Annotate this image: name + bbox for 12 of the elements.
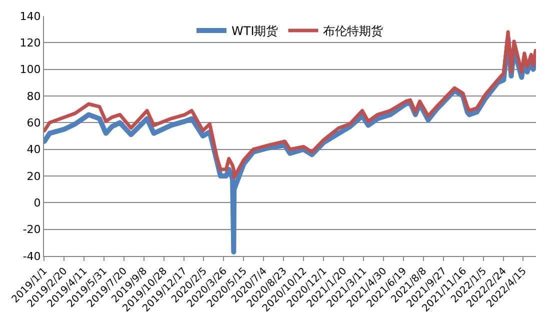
y-tick-label: 140 [20, 10, 41, 23]
y-tick-label: 60 [26, 116, 41, 130]
y-tick-label: 120 [20, 36, 41, 50]
y-tick-label: 0 [34, 196, 41, 210]
y-tick-label: 20 [26, 170, 41, 183]
y-tick-label: 40 [26, 143, 41, 156]
y-tick-label: 80 [26, 90, 41, 103]
y-tick-label: -20 [22, 223, 41, 236]
legend-label: WTI期货 [232, 24, 278, 38]
legend-label: 布伦特期货 [323, 24, 384, 38]
y-tick-label: -40 [22, 250, 41, 263]
y-tick-label: 100 [20, 63, 41, 76]
